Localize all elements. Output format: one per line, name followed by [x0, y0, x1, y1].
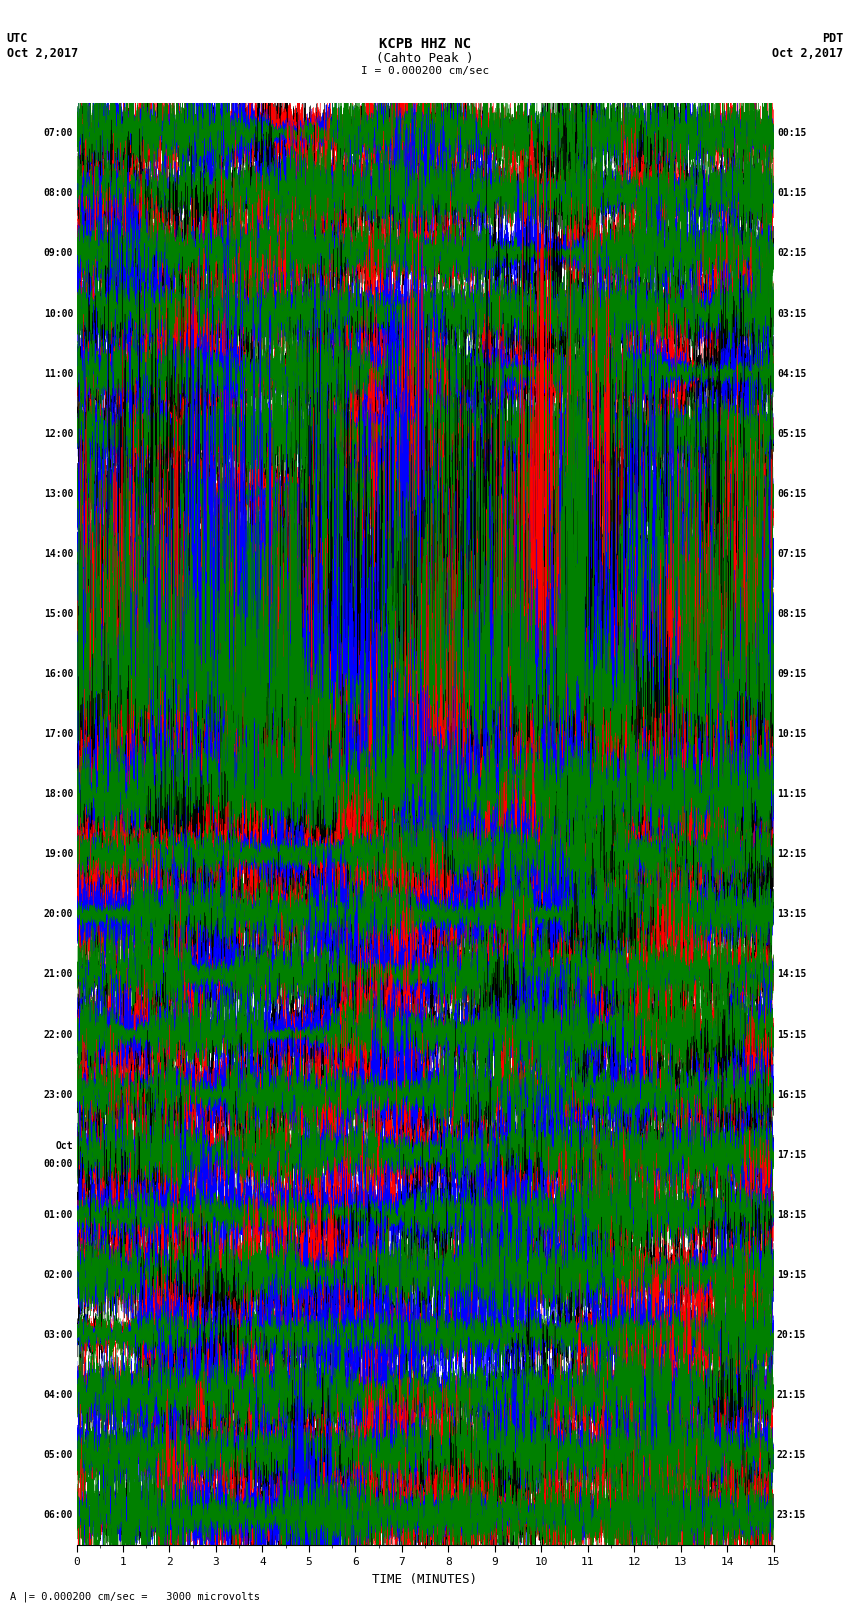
Text: 08:15: 08:15 [777, 610, 807, 619]
Text: 00:00: 00:00 [43, 1158, 73, 1169]
Text: 08:00: 08:00 [43, 189, 73, 198]
Text: 21:00: 21:00 [43, 969, 73, 979]
Text: 10:15: 10:15 [777, 729, 807, 739]
Text: 16:15: 16:15 [777, 1090, 807, 1100]
Text: 10:00: 10:00 [43, 308, 73, 318]
X-axis label: TIME (MINUTES): TIME (MINUTES) [372, 1573, 478, 1586]
Text: 01:15: 01:15 [777, 189, 807, 198]
Text: 18:15: 18:15 [777, 1210, 807, 1219]
Text: 11:00: 11:00 [43, 369, 73, 379]
Text: 03:00: 03:00 [43, 1331, 73, 1340]
Text: 17:00: 17:00 [43, 729, 73, 739]
Text: 04:00: 04:00 [43, 1390, 73, 1400]
Text: 09:00: 09:00 [43, 248, 73, 258]
Text: (Cahto Peak ): (Cahto Peak ) [377, 52, 473, 65]
Text: UTC: UTC [7, 32, 28, 45]
Text: 01:00: 01:00 [43, 1210, 73, 1219]
Text: 15:00: 15:00 [43, 610, 73, 619]
Text: 19:15: 19:15 [777, 1269, 807, 1279]
Text: Oct 2,2017: Oct 2,2017 [772, 47, 843, 60]
Text: 21:15: 21:15 [777, 1390, 807, 1400]
Text: Oct 2,2017: Oct 2,2017 [7, 47, 78, 60]
Text: 11:15: 11:15 [777, 789, 807, 798]
Text: 02:15: 02:15 [777, 248, 807, 258]
Text: 20:15: 20:15 [777, 1331, 807, 1340]
Text: 12:00: 12:00 [43, 429, 73, 439]
Text: PDT: PDT [822, 32, 843, 45]
Text: I = 0.000200 cm/sec: I = 0.000200 cm/sec [361, 66, 489, 76]
Text: 19:00: 19:00 [43, 850, 73, 860]
Text: 22:15: 22:15 [777, 1450, 807, 1460]
Text: 09:15: 09:15 [777, 669, 807, 679]
Text: KCPB HHZ NC: KCPB HHZ NC [379, 37, 471, 52]
Text: 06:15: 06:15 [777, 489, 807, 498]
Text: 07:15: 07:15 [777, 548, 807, 558]
Text: 20:00: 20:00 [43, 910, 73, 919]
Text: 06:00: 06:00 [43, 1510, 73, 1519]
Text: 23:15: 23:15 [777, 1510, 807, 1519]
Text: 05:00: 05:00 [43, 1450, 73, 1460]
Text: 13:00: 13:00 [43, 489, 73, 498]
Text: 05:15: 05:15 [777, 429, 807, 439]
Text: 13:15: 13:15 [777, 910, 807, 919]
Text: 15:15: 15:15 [777, 1029, 807, 1039]
Text: 07:00: 07:00 [43, 129, 73, 139]
Text: Oct: Oct [55, 1140, 73, 1150]
Text: 16:00: 16:00 [43, 669, 73, 679]
Text: 02:00: 02:00 [43, 1269, 73, 1279]
Text: 18:00: 18:00 [43, 789, 73, 798]
Text: A |= 0.000200 cm/sec =   3000 microvolts: A |= 0.000200 cm/sec = 3000 microvolts [10, 1590, 260, 1602]
Text: 03:15: 03:15 [777, 308, 807, 318]
Text: 14:15: 14:15 [777, 969, 807, 979]
Text: 17:15: 17:15 [777, 1150, 807, 1160]
Text: 23:00: 23:00 [43, 1090, 73, 1100]
Text: 00:15: 00:15 [777, 129, 807, 139]
Text: 22:00: 22:00 [43, 1029, 73, 1039]
Text: 14:00: 14:00 [43, 548, 73, 558]
Text: 12:15: 12:15 [777, 850, 807, 860]
Text: 04:15: 04:15 [777, 369, 807, 379]
